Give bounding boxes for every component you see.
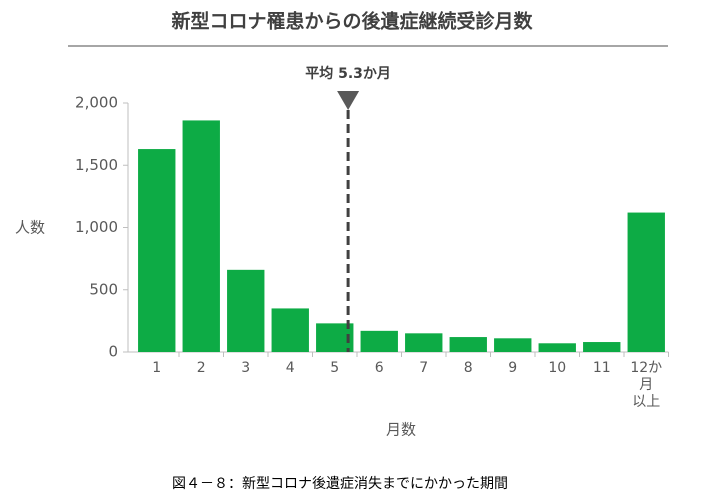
bar	[627, 212, 665, 352]
bar	[405, 333, 443, 352]
caption: 図４－８：新型コロナ後遺症消失までにかかった期間	[172, 476, 508, 492]
bar	[494, 338, 532, 352]
x-tick-label: 4	[285, 360, 295, 376]
x-tick-label: 9	[508, 360, 518, 376]
bar	[182, 120, 220, 353]
bar	[583, 342, 621, 352]
bar	[538, 343, 576, 352]
mean-marker	[337, 91, 360, 110]
y-tick-label: 1,500	[75, 156, 118, 174]
x-tick-label: 12か月 以上	[630, 360, 663, 410]
x-tick-label: 6	[374, 360, 384, 376]
bar	[360, 330, 398, 352]
y-tick-label: 0	[108, 343, 118, 361]
y-axis-label: 人数	[15, 219, 45, 237]
x-tick-label: 5	[330, 360, 340, 376]
x-axis-label: 月数	[386, 421, 416, 439]
bar	[449, 337, 487, 352]
x-tick-label: 2	[196, 360, 206, 376]
bar	[227, 269, 265, 352]
x-tick-label: 10	[548, 360, 567, 376]
y-tick-label: 2,000	[75, 94, 118, 112]
x-tick-label: 1	[152, 360, 162, 376]
y-tick-label: 1,000	[75, 218, 118, 236]
x-tick-label: 7	[419, 360, 429, 376]
x-tick-label: 11	[592, 360, 611, 376]
mean-label: 平均 5.3か月	[305, 65, 391, 82]
bar	[271, 308, 309, 352]
x-tick-label: 3	[241, 360, 251, 376]
y-tick-label: 500	[89, 280, 118, 298]
x-tick-label: 8	[463, 360, 473, 376]
bar	[138, 149, 176, 352]
chart-title: 新型コロナ罹患からの後遺症継続受診月数	[171, 10, 533, 33]
